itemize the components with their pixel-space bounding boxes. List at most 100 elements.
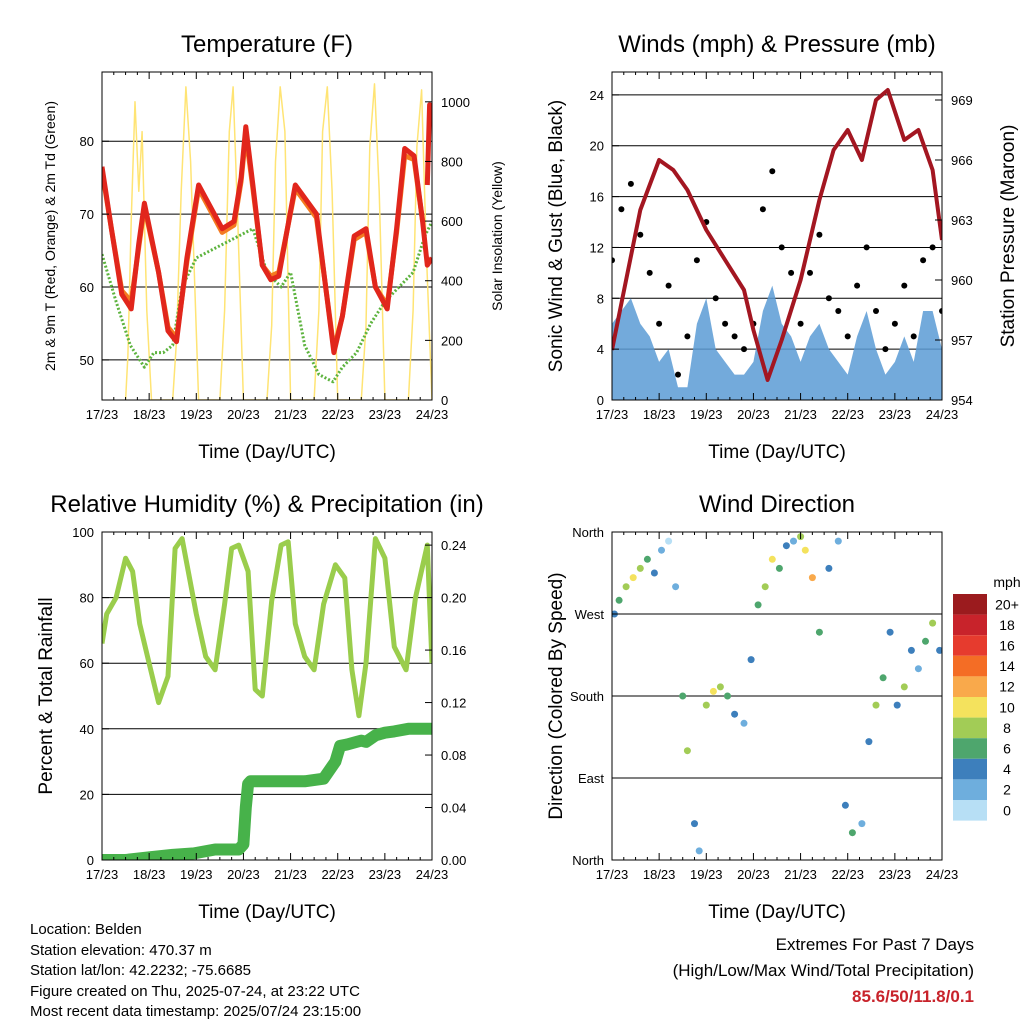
colorbar-label: 20+: [995, 596, 1019, 612]
direction-point: [622, 583, 630, 591]
y-right-tick-label: 0.00: [441, 853, 466, 868]
pressure-series: [612, 88, 942, 382]
x-tick-label: 22/23: [321, 407, 354, 422]
gust-point: [612, 257, 615, 264]
wind-direction-panel: Wind Direction 17/23 18/23 19/23 20/23 21/23 2…: [546, 491, 958, 923]
colorbar-swatch: [953, 717, 987, 739]
x-tick-label: 20/23: [227, 407, 260, 422]
colorbar-swatch: [953, 779, 987, 800]
y-tick-label: 100: [72, 525, 94, 540]
latlon-text: Station lat/lon: 42.2232; -75.6685: [30, 962, 252, 979]
colorbar-label: 16: [999, 638, 1015, 654]
x-tick-label: 21/23: [784, 407, 817, 422]
x-tick-label: 17/23: [86, 407, 119, 422]
y-tick-label: 50: [80, 353, 94, 368]
temperature-plot-area: [102, 83, 432, 400]
colorbar-swatch: [953, 738, 987, 759]
y-tick-label: West: [575, 607, 605, 622]
gust-point: [816, 231, 823, 238]
y-tick-label: 80: [80, 591, 94, 606]
temp2m-series: [424, 102, 432, 186]
x-tick-label: 18/23: [643, 867, 676, 882]
temperature-xlabel: Time (Day/UTC): [198, 442, 336, 463]
gust-point: [618, 206, 625, 213]
extremes-title: Extremes For Past 7 Days: [775, 935, 974, 954]
y-right-tick-label: 957: [951, 333, 973, 348]
colorbar-swatch: [953, 676, 987, 697]
gust-point: [807, 269, 813, 276]
x-tick-label: 22/23: [831, 407, 864, 422]
colorbar-swatch: [953, 758, 987, 780]
y-tick-label: 12: [590, 240, 604, 255]
y-right-tick-label: 0.24: [441, 538, 466, 553]
x-tick-label: 22/23: [321, 867, 354, 882]
x-tick-label: 22/23: [831, 867, 864, 882]
created-text: Figure created on Thu, 2025-07-24, at 23…: [30, 982, 360, 1000]
wind_direction-plot-area: [612, 533, 942, 855]
y-right-tick-label: 969: [951, 93, 973, 108]
wind-series: [612, 285, 942, 400]
colorbar-label: 2: [1003, 782, 1011, 798]
gust-point: [863, 244, 870, 251]
gust-point: [656, 320, 663, 327]
y-tick-label: 20: [590, 139, 604, 154]
recent-text: Most recent data timestamp: 2025/07/24 2…: [30, 1003, 362, 1020]
y-tick-label: 8: [597, 291, 604, 306]
direction-point: [922, 637, 929, 645]
gust-point: [684, 333, 691, 340]
wind_direction-title: Wind Direction: [699, 491, 855, 518]
y-tick-label: 16: [590, 190, 604, 205]
x-tick-label: 19/23: [180, 867, 213, 882]
colorbar-label: 12: [999, 679, 1015, 695]
y-right-tick-label: 400: [441, 274, 463, 289]
x-tick-label: 17/23: [596, 867, 629, 882]
gust-point: [788, 269, 795, 276]
y-right-tick-label: 800: [441, 154, 463, 169]
gust-point: [741, 346, 747, 353]
direction-point: [695, 847, 703, 855]
extremes-box: Extremes For Past 7 Days (High/Low/Max W…: [673, 932, 974, 1010]
direction-point: [665, 537, 673, 545]
colorbar-swatch: [953, 614, 987, 636]
direction-point: [841, 801, 849, 809]
y-tick-label: 0: [87, 853, 94, 868]
x-tick-label: 23/23: [879, 407, 912, 422]
extremes-subtitle: (High/Low/Max Wind/Total Precipitation): [672, 961, 974, 980]
direction-point: [914, 665, 922, 673]
direction-point: [672, 583, 680, 591]
y-right-tick-label: 0.12: [441, 696, 466, 711]
y-tick-label: 4: [597, 342, 604, 357]
gust-point: [637, 231, 644, 238]
temperature-title: Temperature (F): [181, 31, 353, 58]
gust-point: [646, 269, 653, 276]
y-right-tick-label: 200: [441, 333, 463, 348]
y-tick-label: 20: [80, 787, 94, 802]
gust-point: [882, 346, 889, 353]
x-tick-label: 24/23: [926, 867, 959, 882]
winds-ylabel: Sonic Wind & Gust (Blue, Black): [546, 100, 567, 372]
winds-plot-area: [612, 88, 942, 400]
colorbar-label: 14: [999, 658, 1015, 674]
x-tick-label: 19/23: [690, 407, 723, 422]
winds-title: Winds (mph) & Pressure (mb): [618, 31, 935, 58]
winds-pressure-panel: Winds (mph) & Pressure (mb) 17/23 18/23 19/…: [546, 31, 1019, 463]
x-tick-label: 19/23: [180, 407, 213, 422]
colorbar-swatch: [953, 635, 987, 656]
direction-point: [900, 683, 908, 691]
gust-point: [759, 206, 766, 213]
y-right-tick-label: 960: [951, 273, 973, 288]
y-tick-label: 80: [80, 134, 94, 149]
direction-point: [825, 564, 833, 572]
wind_direction-xlabel: Time (Day/UTC): [708, 902, 846, 923]
direction-point: [886, 628, 894, 636]
direction-point: [740, 719, 748, 727]
gust-point: [929, 244, 936, 251]
colorbar-label: 10: [999, 699, 1015, 715]
gust-point: [920, 257, 927, 264]
direction-point: [790, 537, 797, 545]
x-tick-label: 18/23: [643, 407, 676, 422]
colorbar-label: 0: [1003, 802, 1011, 818]
colorbar-label: 4: [1003, 761, 1011, 777]
colorbar-label: 8: [1003, 720, 1011, 736]
gust-point: [825, 295, 832, 302]
